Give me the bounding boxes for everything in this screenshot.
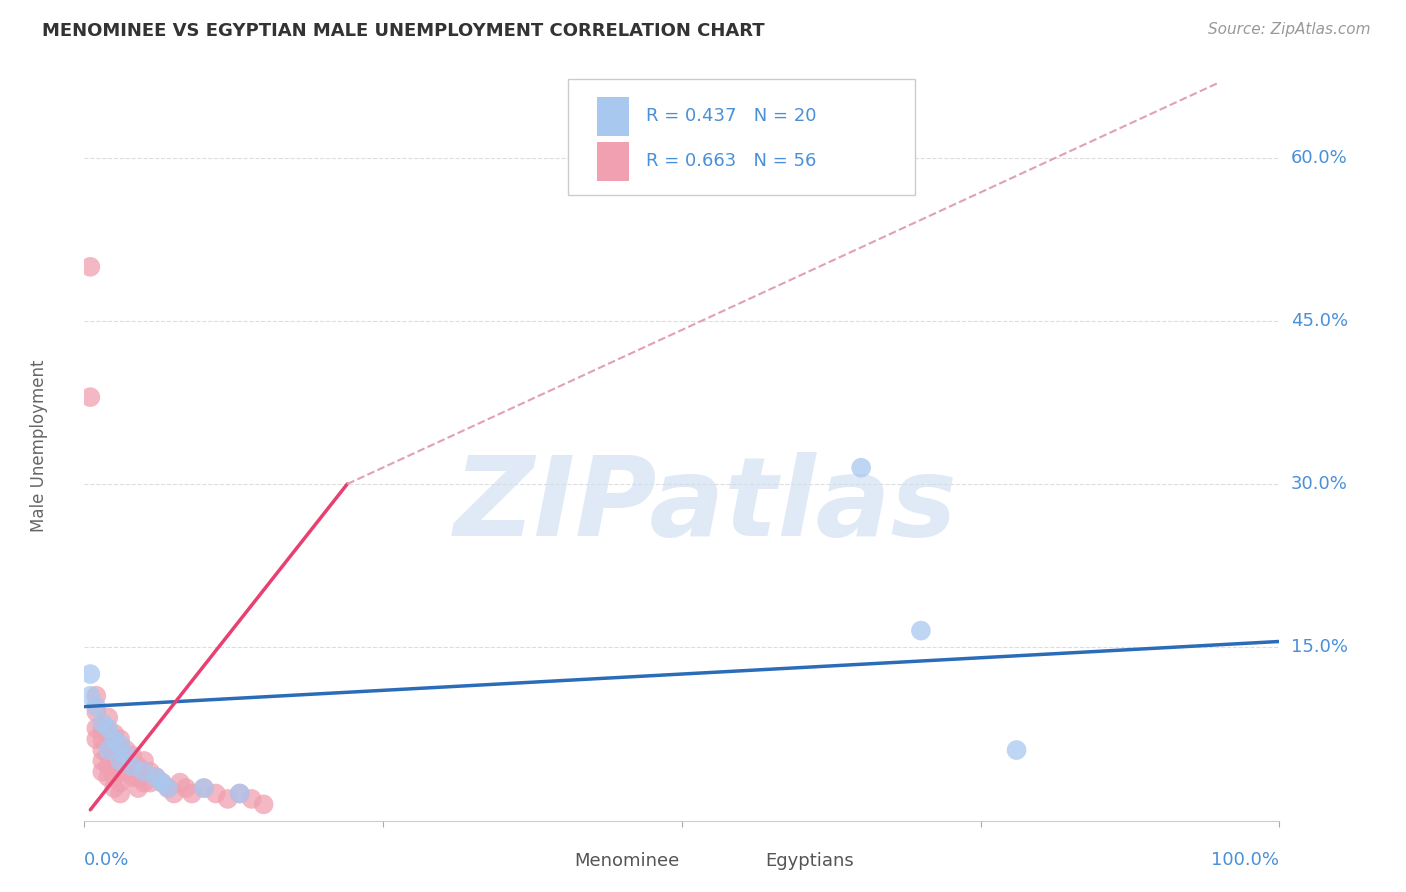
Point bbox=[91, 743, 114, 757]
Point bbox=[121, 770, 143, 784]
Text: 100.0%: 100.0% bbox=[1212, 851, 1279, 869]
Point bbox=[115, 764, 138, 779]
Text: 30.0%: 30.0% bbox=[1291, 475, 1347, 493]
Point bbox=[205, 787, 228, 801]
Point bbox=[79, 667, 101, 681]
Point bbox=[91, 722, 114, 736]
Point bbox=[910, 624, 932, 638]
Point bbox=[79, 689, 101, 703]
Point bbox=[103, 732, 125, 747]
FancyBboxPatch shape bbox=[728, 852, 758, 870]
Point bbox=[86, 705, 108, 719]
Point bbox=[127, 759, 149, 773]
Point bbox=[121, 748, 143, 763]
Point bbox=[253, 797, 276, 812]
Point bbox=[132, 764, 156, 779]
Point bbox=[139, 775, 162, 789]
Point bbox=[91, 764, 114, 779]
Point bbox=[193, 780, 215, 795]
Text: ZIPatlas: ZIPatlas bbox=[454, 452, 957, 559]
Point bbox=[193, 780, 215, 795]
Point bbox=[127, 770, 149, 784]
Point bbox=[110, 764, 132, 779]
Point bbox=[163, 787, 186, 801]
Point bbox=[157, 780, 180, 795]
Text: Menominee: Menominee bbox=[575, 852, 679, 870]
Point bbox=[157, 780, 180, 795]
Point bbox=[86, 689, 108, 703]
Text: R = 0.437   N = 20: R = 0.437 N = 20 bbox=[647, 107, 817, 125]
Point bbox=[132, 764, 156, 779]
Point bbox=[86, 722, 108, 736]
FancyBboxPatch shape bbox=[598, 97, 630, 136]
Point bbox=[110, 787, 132, 801]
Point bbox=[115, 743, 138, 757]
Text: Male Unemployment: Male Unemployment bbox=[30, 359, 48, 533]
FancyBboxPatch shape bbox=[568, 78, 915, 195]
Point bbox=[110, 732, 132, 747]
Point bbox=[150, 775, 173, 789]
Point bbox=[91, 754, 114, 768]
Point bbox=[132, 754, 156, 768]
Point bbox=[97, 727, 120, 741]
Text: 0.0%: 0.0% bbox=[84, 851, 129, 869]
Text: 60.0%: 60.0% bbox=[1291, 149, 1347, 167]
Point bbox=[97, 710, 120, 724]
Point bbox=[851, 460, 873, 475]
Point bbox=[115, 748, 138, 763]
Point bbox=[97, 748, 120, 763]
Point bbox=[97, 770, 120, 784]
Point bbox=[79, 260, 101, 274]
Point bbox=[97, 722, 120, 736]
Point bbox=[97, 759, 120, 773]
Text: Egyptians: Egyptians bbox=[766, 852, 855, 870]
Point bbox=[217, 792, 239, 806]
Text: MENOMINEE VS EGYPTIAN MALE UNEMPLOYMENT CORRELATION CHART: MENOMINEE VS EGYPTIAN MALE UNEMPLOYMENT … bbox=[42, 22, 765, 40]
Point bbox=[1005, 743, 1028, 757]
Point bbox=[121, 759, 143, 773]
Point bbox=[174, 780, 197, 795]
Point bbox=[103, 759, 125, 773]
Point bbox=[86, 732, 108, 747]
Text: 15.0%: 15.0% bbox=[1291, 638, 1347, 656]
Point bbox=[150, 775, 173, 789]
Point bbox=[169, 775, 191, 789]
Point bbox=[229, 787, 252, 801]
Point bbox=[181, 787, 204, 801]
Point bbox=[145, 770, 167, 784]
Point bbox=[132, 775, 156, 789]
Point bbox=[103, 727, 125, 741]
Point bbox=[110, 754, 132, 768]
Point bbox=[103, 738, 125, 752]
Point bbox=[110, 743, 132, 757]
Point bbox=[139, 764, 162, 779]
Point bbox=[103, 748, 125, 763]
Point bbox=[103, 780, 125, 795]
Text: 45.0%: 45.0% bbox=[1291, 312, 1348, 330]
Point bbox=[110, 775, 132, 789]
Point bbox=[110, 738, 132, 752]
Point bbox=[103, 770, 125, 784]
Point bbox=[97, 738, 120, 752]
Point bbox=[121, 759, 143, 773]
Point bbox=[97, 743, 120, 757]
Text: Source: ZipAtlas.com: Source: ZipAtlas.com bbox=[1208, 22, 1371, 37]
Point bbox=[240, 792, 263, 806]
FancyBboxPatch shape bbox=[598, 142, 630, 181]
Point bbox=[229, 787, 252, 801]
Point bbox=[110, 754, 132, 768]
Point bbox=[86, 699, 108, 714]
FancyBboxPatch shape bbox=[537, 852, 567, 870]
Point bbox=[145, 770, 167, 784]
Text: R = 0.663   N = 56: R = 0.663 N = 56 bbox=[647, 153, 817, 170]
Point bbox=[115, 754, 138, 768]
Point bbox=[91, 732, 114, 747]
Point bbox=[91, 715, 114, 730]
Point bbox=[79, 390, 101, 404]
Point bbox=[127, 780, 149, 795]
